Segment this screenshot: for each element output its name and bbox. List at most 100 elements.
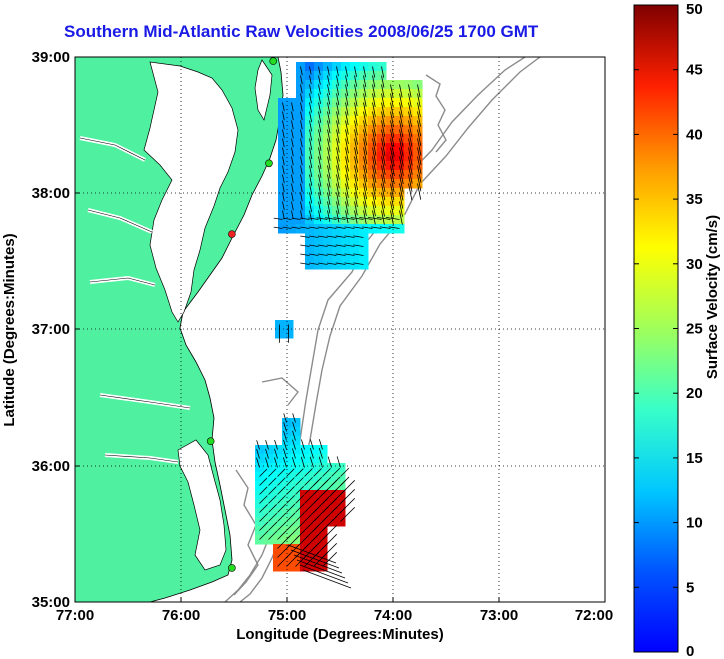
velocity-arrow (345, 165, 349, 181)
colorbar-tick-label: 10 (686, 515, 703, 532)
velocity-arrow (390, 102, 394, 118)
velocity-arrow (417, 147, 422, 165)
velocity-cell (350, 260, 360, 270)
velocity-arrow (286, 494, 296, 504)
velocity-arrow (354, 102, 358, 116)
velocity-arrow (399, 120, 404, 137)
velocity-arrow (333, 217, 346, 220)
velocity-arrow (381, 201, 385, 217)
velocity-arrow (286, 468, 295, 477)
velocity-arrow (399, 183, 404, 201)
velocity-arrow (345, 66, 348, 77)
velocity-arrow (417, 129, 422, 147)
velocity-arrow (265, 448, 269, 459)
velocity-arrow (268, 521, 278, 531)
station-marker (265, 159, 273, 168)
velocity-cell (314, 233, 324, 243)
velocity-arrow (390, 84, 394, 98)
velocity-arrow (300, 174, 303, 184)
velocity-arrow (304, 516, 319, 531)
velocity-cell (368, 224, 378, 234)
velocity-arrow (300, 75, 303, 85)
y-tick-label: 39:00 (32, 49, 70, 66)
velocity-arrow (408, 138, 413, 157)
velocity-arrow (363, 66, 367, 78)
velocity-arrow (313, 468, 322, 477)
velocity-arrow (268, 468, 277, 477)
velocity-arrow (309, 210, 312, 221)
velocity-arrow (399, 165, 404, 185)
velocity-arrow (408, 129, 413, 147)
colorbar-tick-label: 15 (686, 450, 703, 467)
velocity-arrow (417, 165, 422, 183)
velocity-arrow (354, 129, 358, 145)
velocity-arrow (340, 467, 350, 477)
velocity-arrow (304, 489, 319, 504)
velocity-cell (309, 445, 319, 455)
velocity-arrow (282, 102, 285, 112)
velocity-arrow (354, 147, 359, 164)
colorbar-tick-label: 30 (686, 256, 703, 273)
velocity-arrow (399, 174, 404, 193)
velocity-arrow (345, 183, 349, 198)
velocity-arrow (326, 262, 337, 265)
velocity-arrow (309, 456, 314, 468)
velocity-arrow (318, 439, 323, 450)
velocity-cell (359, 251, 369, 261)
velocity-arrow (256, 440, 260, 450)
velocity-arrow (363, 111, 367, 127)
map-title: Southern Mid-Atlantic Raw Velocities 200… (64, 22, 539, 41)
velocity-arrow (341, 217, 355, 220)
velocity-arrow (277, 503, 287, 513)
velocity-arrow (277, 486, 286, 495)
velocity-arrow (318, 156, 322, 169)
velocity-arrow (291, 120, 294, 130)
velocity-arrow (295, 512, 305, 522)
colorbar-gradient (633, 4, 679, 653)
velocity-arrow (372, 165, 377, 183)
velocity-arrow (390, 201, 394, 217)
velocity-arrow (381, 138, 386, 157)
velocity-arrow (372, 111, 376, 127)
velocity-cell (332, 251, 342, 261)
velocity-arrow (363, 156, 368, 174)
velocity-arrow (309, 111, 313, 123)
velocity-cell (309, 454, 319, 464)
velocity-arrow (300, 147, 303, 157)
x-tick-label: 77:00 (56, 607, 94, 624)
velocity-arrow (309, 192, 313, 204)
velocity-cell (273, 454, 283, 464)
velocity-cell (305, 242, 315, 252)
velocity-arrow (300, 66, 303, 76)
velocity-arrow (326, 253, 337, 256)
velocity-cell (323, 251, 333, 261)
velocity-cell (359, 242, 369, 252)
velocity-arrow (318, 120, 322, 133)
velocity-arrow (283, 439, 287, 450)
velocity-arrow (335, 262, 346, 265)
velocity-cell (332, 224, 342, 234)
velocity-arrow (408, 84, 412, 98)
velocity-arrow (363, 210, 367, 225)
colorbar: 0 5 10 15 20 25 30 35 40 45 50 Surface Velocity (c… (633, 1, 721, 659)
velocity-arrow (399, 111, 404, 128)
velocity-arrow (408, 120, 413, 137)
velocity-arrow (327, 66, 330, 76)
velocity-arrow (353, 226, 364, 229)
velocity-arrow (354, 93, 358, 107)
velocity-arrow (345, 120, 349, 135)
velocity-arrow (335, 226, 346, 229)
velocity-arrow (363, 147, 368, 165)
velocity-cell (323, 260, 333, 270)
velocity-arrow (291, 201, 294, 211)
velocity-arrow (399, 138, 404, 157)
velocity-arrow (302, 569, 352, 589)
velocity-cell (395, 215, 405, 225)
velocity-cell (318, 445, 328, 455)
velocity-arrow (327, 147, 331, 161)
velocity-arrow (372, 120, 377, 137)
velocity-arrow (309, 75, 312, 85)
velocity-arrow (286, 503, 296, 513)
velocity-arrow (381, 210, 385, 225)
velocity-arrow (277, 521, 287, 531)
